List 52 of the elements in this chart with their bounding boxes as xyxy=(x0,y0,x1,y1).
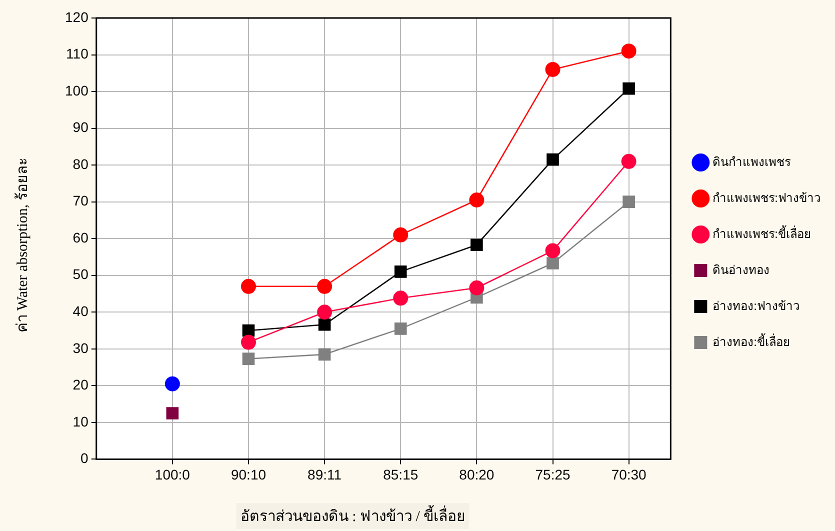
legend-label: ดินกำแพงเพชร xyxy=(712,154,792,169)
y-tick-label: 20 xyxy=(72,376,89,393)
x-tick-label: 90:10 xyxy=(230,466,266,482)
x-tick-label: 70:30 xyxy=(611,466,647,482)
x-tick-label: 85:15 xyxy=(383,466,418,482)
point xyxy=(317,304,332,320)
y-axis-title: ค่า Water absorption, ร้อยละ xyxy=(14,158,32,332)
x-tick-label: 80:20 xyxy=(459,466,494,482)
legend-label: กำแพงเพชร:ฟางข้าว xyxy=(712,190,822,205)
point xyxy=(240,278,256,294)
y-tick-label: 10 xyxy=(72,413,89,430)
legend-label: ดินอ่างทอง xyxy=(712,262,770,277)
point xyxy=(240,334,256,350)
point xyxy=(622,82,635,95)
point xyxy=(166,407,179,420)
point xyxy=(394,266,407,278)
point xyxy=(242,352,255,365)
point xyxy=(469,280,484,296)
point xyxy=(622,196,635,208)
y-tick-label: 40 xyxy=(72,302,89,319)
point xyxy=(546,257,559,270)
y-tick-label: 90 xyxy=(72,119,89,136)
y-tick-label: 110 xyxy=(66,46,89,62)
y-tick-label: 70 xyxy=(72,192,89,209)
y-tick-label: 60 xyxy=(72,229,89,246)
point xyxy=(621,154,636,169)
y-tick-label: 50 xyxy=(72,266,89,282)
point xyxy=(318,348,331,361)
y-tick-label: 30 xyxy=(72,340,89,356)
point xyxy=(318,318,331,331)
legend-label: อ่างทอง:ขี้เลื่อย xyxy=(712,332,790,349)
point xyxy=(393,227,408,242)
point xyxy=(394,322,407,335)
x-tick-label: 89:11 xyxy=(308,466,342,482)
y-tick-label: 80 xyxy=(72,156,89,172)
point xyxy=(545,62,560,77)
legend-label: กำแพงเพชร:ขี้เลื่อย xyxy=(712,224,812,241)
point xyxy=(469,192,484,208)
y-tick-label: 120 xyxy=(65,8,89,25)
point xyxy=(545,243,560,258)
point xyxy=(393,290,408,306)
point xyxy=(546,153,559,166)
x-tick-label: 100:0 xyxy=(154,466,190,482)
point xyxy=(164,376,180,392)
y-tick-label: 0 xyxy=(80,450,89,466)
point xyxy=(317,278,332,294)
y-tick-label: 100 xyxy=(65,82,89,98)
legend-label: อ่างทอง:ฟางข้าว xyxy=(712,298,800,313)
x-axis-title: อัตราส่วนของดิน : ฟางข้าว / ขี้เลื่อย xyxy=(236,503,470,529)
point xyxy=(470,238,483,252)
point xyxy=(621,44,636,59)
x-tick-label: 75:25 xyxy=(535,466,570,482)
